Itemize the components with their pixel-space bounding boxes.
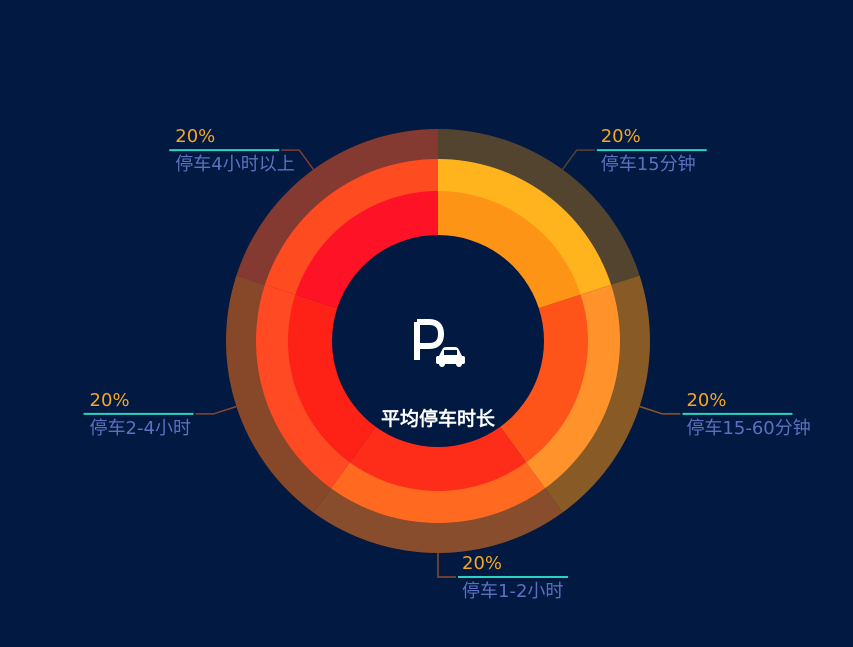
slice-category-label-2: 停车15-60分钟: [686, 418, 810, 439]
outer-ring-slice-3[interactable]: [313, 486, 563, 553]
chart-title: 平均停车时长: [381, 407, 496, 430]
rings-group: [226, 129, 650, 553]
leader-line-1: [562, 149, 595, 170]
leader-line-2: [639, 405, 681, 415]
slice-category-label-5: 停车4小时以上: [175, 154, 294, 175]
inner-ring-slice-3[interactable]: [349, 426, 527, 492]
slice-category-label-3: 停车1-2小时: [462, 581, 563, 602]
slice-category-label-4: 停车2-4小时: [90, 418, 191, 439]
inner-ring-slice-2[interactable]: [500, 294, 588, 463]
leader-line-4: [195, 405, 237, 415]
inner-ring-slice-4[interactable]: [288, 294, 376, 463]
middle-ring-slice-2[interactable]: [524, 284, 620, 489]
middle-ring-slice-5[interactable]: [264, 159, 438, 296]
leader-line-3: [437, 553, 456, 578]
slice-pct-label-3: 20%: [462, 553, 502, 574]
inner-ring-slice-5[interactable]: [295, 191, 438, 309]
slice-pct-label-4: 20%: [90, 390, 130, 411]
slice-pct-label-2: 20%: [686, 390, 726, 411]
outer-ring-slice-2[interactable]: [543, 275, 650, 513]
parking-car-icon: [414, 319, 465, 367]
inner-ring-slice-1[interactable]: [438, 191, 581, 309]
slice-pct-label-1: 20%: [601, 126, 641, 147]
leader-lines-group: [83, 149, 793, 578]
slice-category-label-1: 停车15分钟: [601, 154, 696, 175]
slice-pct-label-5: 20%: [175, 126, 215, 147]
middle-ring-slice-3[interactable]: [331, 460, 545, 523]
outer-ring-slice-4[interactable]: [226, 275, 333, 513]
middle-ring-slice-4[interactable]: [256, 284, 352, 489]
middle-ring-slice-1[interactable]: [438, 159, 612, 296]
labels-group: 20% 停车15分钟 20% 停车15-60分钟 20% 停车1-2小时 20% 停车2-4小…: [90, 126, 811, 602]
leader-line-5: [281, 149, 314, 170]
